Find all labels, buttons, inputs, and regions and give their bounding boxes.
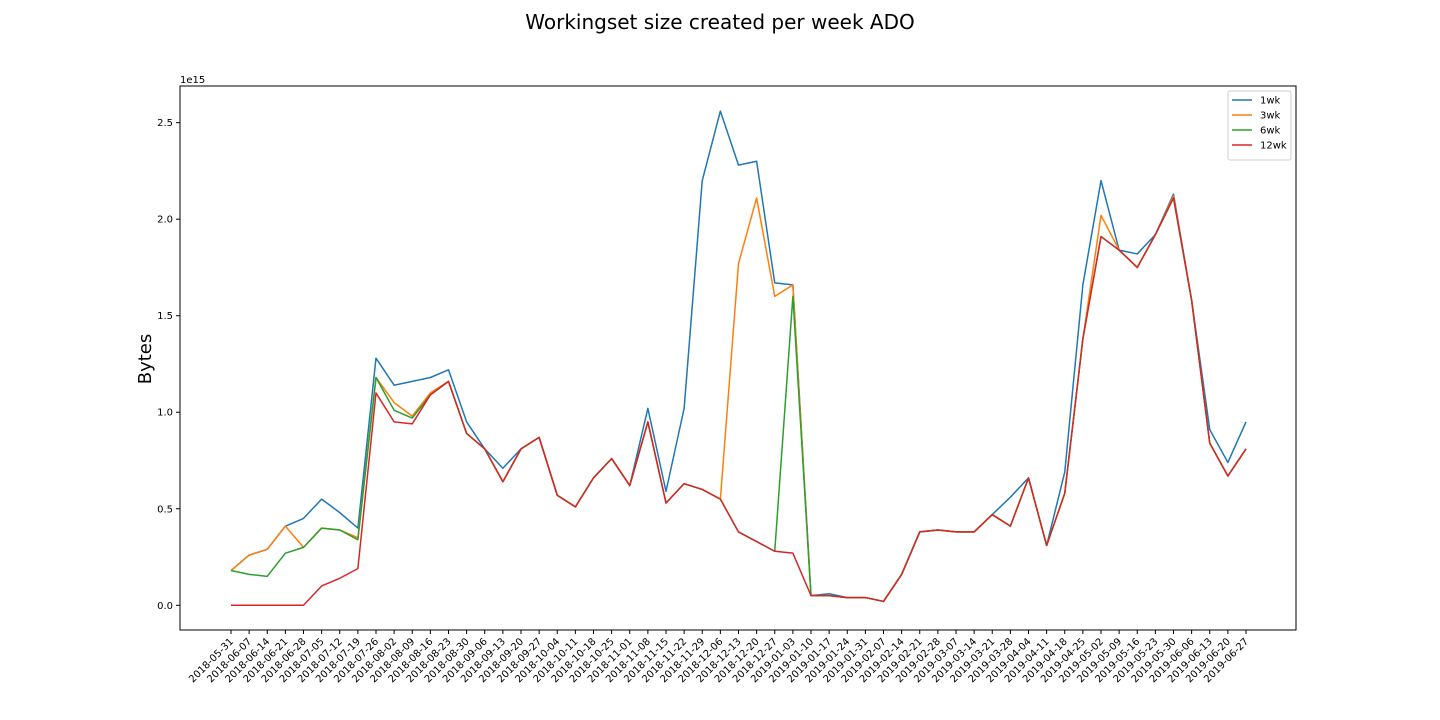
legend-label-6wk: 6wk	[1260, 126, 1281, 137]
x-axis-ticks: 2018-05-312018-06-072018-06-142018-06-21…	[187, 630, 1251, 685]
legend: 1wk 3wk 6wk 12wk	[1227, 90, 1292, 161]
series-line-3wk	[230, 195, 1247, 603]
plot-frame	[179, 85, 1297, 631]
series-lines	[230, 110, 1247, 607]
y-tick-label: 1.5	[157, 311, 173, 322]
y-tick-label: 0.5	[157, 504, 173, 515]
legend-label-12wk: 12wk	[1260, 141, 1287, 152]
legend-box	[1227, 90, 1292, 161]
series-line-12wk	[231, 197, 1247, 607]
y-tick-label: 2.5	[157, 118, 173, 129]
y-tick-label: 1.0	[157, 408, 173, 419]
y-tick-label: 0.0	[157, 601, 173, 612]
series-line-1wk	[230, 110, 1247, 603]
y-axis-label: Bytes	[135, 334, 156, 385]
y-tick-label: 2.0	[157, 215, 173, 226]
legend-label-3wk: 3wk	[1260, 111, 1281, 122]
y-axis-offset-text: 1e15	[180, 75, 205, 86]
series-line-6wk	[230, 197, 1247, 603]
legend-label-1wk: 1wk	[1260, 96, 1281, 107]
chart-title: Workingset size created per week ADO	[525, 10, 914, 34]
y-axis-ticks: 0.0 0.5 1.0 1.5 2.0 2.5	[157, 118, 180, 612]
